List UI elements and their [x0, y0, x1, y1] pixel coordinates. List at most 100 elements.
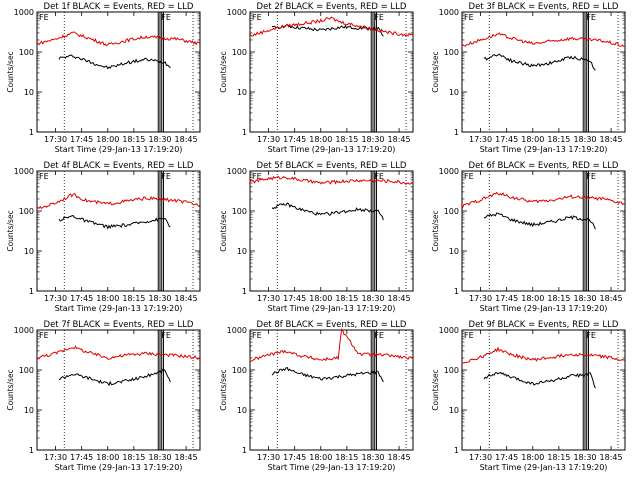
y-tick-label: 1000: [14, 326, 34, 335]
panel-title: Det 6f BLACK = Events, RED = LLD: [469, 161, 619, 171]
y-tick-label: 10: [237, 88, 247, 97]
y-axis-label: Counts/sec: [6, 210, 15, 251]
events-series-line: [271, 202, 384, 221]
x-tick-label: 17:30: [257, 135, 280, 144]
x-tick-label: 17:45: [70, 453, 93, 462]
plot-frame: [461, 329, 626, 451]
x-tick-label: 18:00: [96, 294, 119, 303]
y-tick-label: 1000: [439, 8, 459, 17]
y-tick-label: 100: [444, 366, 459, 375]
y-tick-label: 1000: [227, 8, 247, 17]
flag-label: FE: [374, 13, 384, 22]
detector-panel: Det 6f BLACK = Events, RED = LLD 17:30 17:…: [431, 161, 626, 313]
lld-series-line: [248, 175, 414, 185]
events-series-line: [58, 368, 171, 387]
x-tick-label: 18:30: [148, 294, 171, 303]
x-tick-label: 17:30: [469, 294, 492, 303]
y-tick-label: 1000: [14, 167, 34, 176]
flag-label: FE: [586, 172, 596, 181]
x-tick-label: 18:00: [96, 453, 119, 462]
y-axis-label: Counts/sec: [219, 210, 228, 251]
y-tick-label: 10: [24, 406, 34, 415]
x-tick-label: 18:30: [361, 135, 384, 144]
flag-label: FE: [39, 172, 49, 181]
y-tick-label: 100: [232, 48, 247, 57]
flag-label: FE: [374, 172, 384, 181]
plot-frame: [461, 11, 626, 133]
x-tick-label: 18:45: [388, 135, 411, 144]
detector-panel: Det 9f BLACK = Events, RED = LLD 17:30 17:…: [431, 320, 626, 472]
y-axis-label: Counts/sec: [6, 51, 15, 92]
x-tick-label: 18:30: [148, 135, 171, 144]
flag-label: FE: [39, 331, 49, 340]
x-tick-label: 17:45: [495, 453, 518, 462]
x-tick-label: 18:45: [388, 294, 411, 303]
y-tick-label: 1: [29, 128, 34, 137]
x-tick-label: 18:45: [600, 294, 623, 303]
x-tick-label: 17:30: [257, 453, 280, 462]
detector-panel: Det 2f BLACK = Events, RED = LLD 17:30 17:…: [219, 2, 414, 154]
x-tick-label: 18:30: [361, 294, 384, 303]
x-tick-label: 18:15: [122, 453, 145, 462]
y-tick-label: 10: [449, 88, 459, 97]
x-tick-label: 18:15: [547, 453, 570, 462]
x-axis-label: Start Time (29-Jan-13 17:19:20): [55, 463, 183, 472]
y-tick-label: 10: [449, 247, 459, 256]
flag-label: FE: [39, 13, 49, 22]
y-tick-label: 1: [454, 128, 459, 137]
flag-label: FE: [252, 172, 262, 181]
flag-label: FE: [161, 13, 171, 22]
x-tick-label: 18:15: [335, 294, 358, 303]
x-axis-label: Start Time (29-Jan-13 17:19:20): [268, 145, 396, 154]
detector-panel: Det 3f BLACK = Events, RED = LLD 17:30 17:…: [431, 2, 626, 154]
panel-title: Det 2f BLACK = Events, RED = LLD: [257, 2, 407, 12]
detector-panel: Det 5f BLACK = Events, RED = LLD 17:30 17:…: [219, 161, 414, 313]
flag-label: FE: [586, 13, 596, 22]
x-tick-label: 18:15: [335, 135, 358, 144]
plot-frame: [36, 11, 201, 133]
x-tick-label: 18:45: [388, 453, 411, 462]
events-series-line: [58, 214, 171, 230]
lld-series-line: [461, 346, 626, 364]
x-tick-label: 18:45: [600, 135, 623, 144]
x-tick-label: 18:45: [175, 294, 198, 303]
y-axis-label: Counts/sec: [431, 369, 440, 410]
flag-label: FE: [161, 172, 171, 181]
y-tick-label: 1: [29, 287, 34, 296]
y-tick-label: 1: [242, 287, 247, 296]
panel-title: Det 8f BLACK = Events, RED = LLD: [257, 320, 407, 330]
x-tick-label: 18:15: [547, 135, 570, 144]
x-tick-label: 17:30: [44, 453, 67, 462]
y-axis-label: Counts/sec: [431, 51, 440, 92]
y-tick-label: 1000: [439, 167, 459, 176]
plot-frame: [36, 329, 201, 451]
x-tick-label: 17:45: [495, 294, 518, 303]
panel-title: Det 4f BLACK = Events, RED = LLD: [44, 161, 194, 171]
events-series-line: [272, 24, 384, 37]
x-tick-label: 18:30: [573, 453, 596, 462]
y-axis-label: Counts/sec: [431, 210, 440, 251]
y-tick-label: 1000: [439, 326, 459, 335]
y-tick-label: 10: [237, 247, 247, 256]
x-tick-label: 18:15: [122, 135, 145, 144]
y-tick-label: 1: [454, 287, 459, 296]
y-tick-label: 1: [29, 446, 34, 455]
x-tick-label: 18:45: [600, 453, 623, 462]
lld-series-line: [460, 32, 626, 47]
y-tick-label: 1: [242, 446, 247, 455]
x-tick-label: 17:30: [469, 453, 492, 462]
x-axis-label: Start Time (29-Jan-13 17:19:20): [268, 463, 396, 472]
flag-label: FE: [252, 13, 262, 22]
x-axis-label: Start Time (29-Jan-13 17:19:20): [480, 304, 608, 313]
flag-label: FE: [464, 331, 474, 340]
x-tick-label: 18:30: [148, 453, 171, 462]
events-series-line: [483, 53, 596, 71]
y-tick-label: 10: [237, 406, 247, 415]
x-tick-label: 17:45: [283, 135, 306, 144]
x-tick-label: 18:15: [547, 294, 570, 303]
panel-title: Det 3f BLACK = Events, RED = LLD: [469, 2, 619, 12]
x-tick-label: 17:45: [495, 135, 518, 144]
flag-label: FE: [161, 331, 171, 340]
x-tick-label: 18:00: [521, 135, 544, 144]
